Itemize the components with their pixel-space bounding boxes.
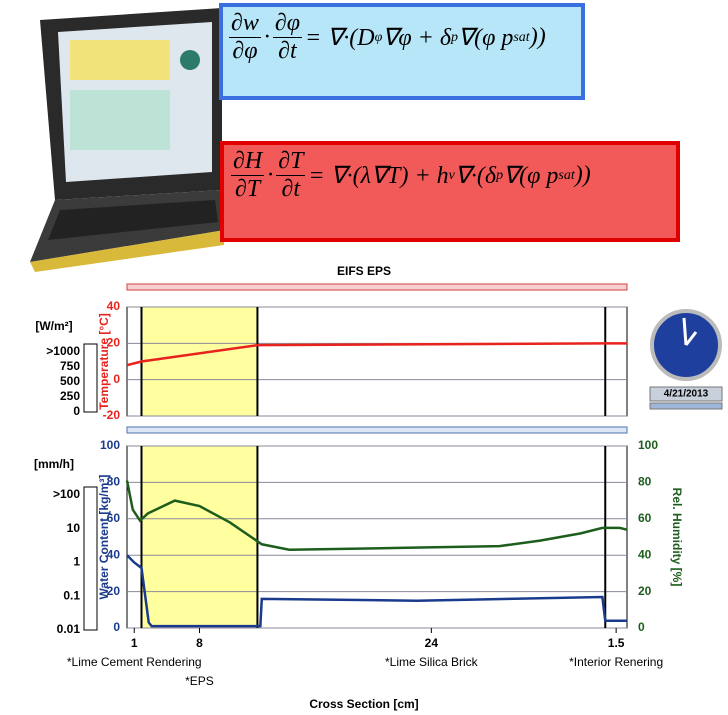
x-tick-label: 24 [425, 636, 439, 650]
fraction: ∂H∂T [231, 148, 264, 203]
denominator: ∂T [235, 176, 260, 203]
denominator: ∂t [278, 38, 297, 65]
subscript: p [496, 168, 503, 184]
operator: · [267, 162, 273, 189]
y2-tick-label: 40 [638, 547, 652, 561]
material-label: *EPS [185, 674, 214, 688]
chart-title: EIFS EPS [337, 264, 391, 278]
y-tick-label: 40 [107, 299, 121, 313]
gauge-tick-label: >1000 [46, 344, 80, 358]
y-axis-label: Temperature [°C] [97, 313, 111, 410]
clock-hand [684, 318, 686, 345]
y2-tick-label: 80 [638, 475, 652, 489]
fraction: ∂w∂φ [229, 10, 261, 65]
y2-tick-label: 0 [638, 620, 645, 634]
gauge-label: [mm/h] [34, 457, 74, 471]
gauge-tick-label: 10 [67, 521, 81, 535]
numerator: ∂T [276, 148, 305, 176]
fraction: ∂T∂t [276, 148, 305, 203]
equation-term: = ∇·(D [305, 23, 375, 52]
denominator: ∂φ [232, 38, 257, 65]
page: 4/21/2013 EIFS EPS-2002040Temperature [°… [0, 0, 728, 715]
x-tick-label: 8 [196, 636, 203, 650]
gauge-label: [W/m²] [35, 319, 72, 333]
gauge-tick-label: >100 [53, 487, 80, 501]
subscript: φ [375, 30, 383, 46]
x-axis-label: Cross Section [cm] [309, 697, 418, 711]
numerator: ∂H [231, 148, 264, 176]
operator: · [264, 24, 270, 51]
y-axis-label: Water Content [kg/m³] [97, 475, 111, 600]
denominator: ∂t [282, 176, 301, 203]
gauge [84, 487, 97, 630]
gauge-tick-label: 0.01 [57, 622, 81, 636]
layer-highlight [141, 307, 257, 416]
indicator-bar [127, 284, 627, 290]
clock-date: 4/21/2013 [664, 389, 709, 400]
equation-term: ∇(φ p [458, 23, 513, 52]
equation-term: )) [530, 24, 546, 51]
gauge-tick-label: 1 [73, 555, 80, 569]
progress-bar [650, 403, 722, 409]
gauge-tick-label: 0.1 [63, 588, 80, 602]
y2-tick-label: 100 [638, 438, 658, 452]
numerator: ∂w [229, 10, 261, 38]
numerator: ∂φ [273, 10, 302, 38]
gauge-tick-label: 0 [73, 404, 80, 418]
x-tick-label: 1.5 [608, 636, 625, 650]
material-label: *Lime Silica Brick [385, 655, 479, 669]
subscript: sat [513, 30, 529, 46]
equation-term: = ∇·(λ∇T) + h [308, 161, 448, 190]
y2-axis-label: Rel. Humidity [%] [670, 488, 684, 587]
material-label: *Lime Cement Rendering [67, 655, 202, 669]
chart: 4/21/2013 EIFS EPS-2002040Temperature [°… [0, 0, 728, 715]
fraction: ∂φ∂t [273, 10, 302, 65]
indicator-bar [127, 427, 627, 433]
x-tick-label: 1 [131, 636, 138, 650]
equation-term: ∇φ + δ [382, 23, 451, 52]
y2-tick-label: 20 [638, 584, 652, 598]
laptop [30, 8, 225, 272]
equation-term: ∇·(δ [455, 161, 496, 190]
gauge-tick-label: 250 [60, 389, 80, 403]
subscript: p [451, 30, 458, 46]
layer-highlight [141, 446, 257, 628]
gauge-tick-label: 750 [60, 359, 80, 373]
y-tick-label: 0 [113, 372, 120, 386]
equation-term: ∇(φ p [503, 161, 558, 190]
gauge [84, 344, 97, 412]
y-tick-label: 100 [100, 438, 120, 452]
y-tick-label: 0 [113, 620, 120, 634]
equation-term: )) [575, 162, 591, 189]
material-label: *Interior Renering [569, 655, 663, 669]
subscript: sat [558, 168, 574, 184]
y2-tick-label: 60 [638, 511, 652, 525]
gauge-tick-label: 500 [60, 374, 80, 388]
